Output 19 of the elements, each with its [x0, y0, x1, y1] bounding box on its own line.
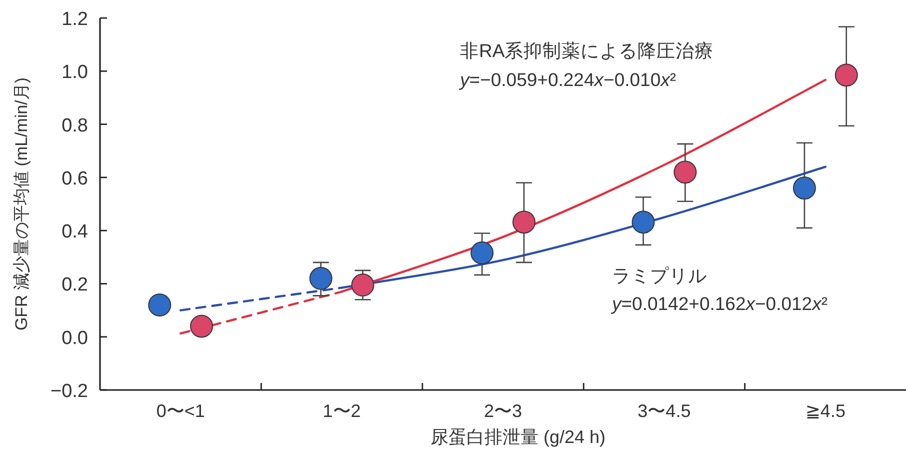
y-tick-label: 0.0	[62, 328, 88, 349]
annotation: y=−0.059+0.224x−0.010x²	[458, 69, 676, 90]
y-tick-label: 0.4	[62, 222, 88, 243]
y-tick-label: 1.0	[62, 62, 88, 84]
y-tick-label: 1.2	[62, 9, 88, 30]
x-tick-label: 2〜3	[484, 401, 522, 421]
x-tick-label: 3〜4.5	[638, 401, 691, 421]
y-tick-label: 0.8	[62, 115, 88, 136]
annotation: 非RA系抑制薬による降圧治療	[460, 40, 714, 61]
y-tick-label: 0.2	[62, 274, 88, 296]
x-axis-title: 尿蛋白排泄量 (g/24 h)	[430, 427, 606, 447]
x-tick-label: 1〜2	[322, 401, 361, 421]
annotation: y=0.0142+0.162x−0.012x²	[610, 293, 828, 314]
y-axis-title: GFR 減少量の平均値 (mL/min/月)	[12, 77, 31, 331]
annotation: ラミプリル	[612, 265, 707, 286]
y-tick-label: 0.6	[62, 168, 88, 190]
x-tick-label: ≧4.5	[805, 401, 846, 421]
x-tick-label: 0〜<1	[156, 401, 205, 421]
y-tick-label: −0.2	[50, 381, 88, 402]
